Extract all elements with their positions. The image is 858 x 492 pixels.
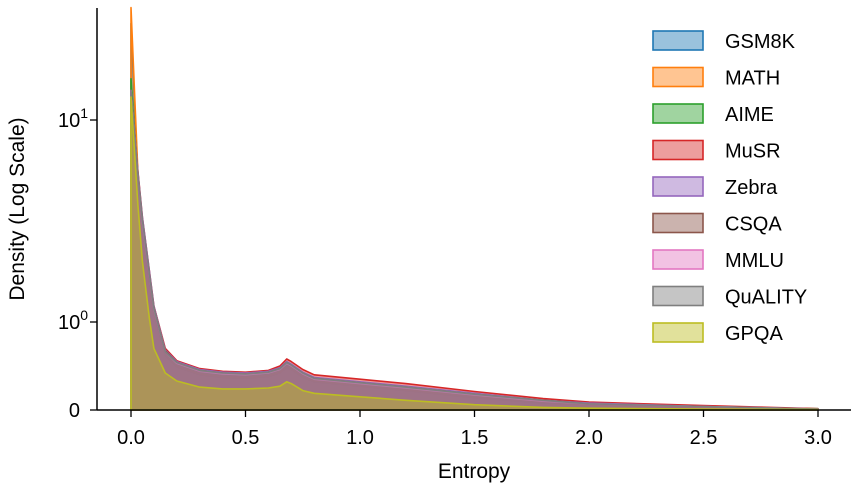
legend-item-mmlu: MMLU bbox=[652, 249, 784, 272]
area-aime bbox=[130, 78, 819, 411]
y-tick-label: 101 bbox=[58, 105, 88, 132]
x-axis-title: Entropy bbox=[438, 460, 511, 483]
y-tick-label: 0 bbox=[69, 400, 80, 422]
area-math bbox=[130, 6, 819, 411]
legend-swatch bbox=[652, 103, 704, 124]
y-tick-label: 100 bbox=[58, 307, 88, 334]
legend-label: GSM8K bbox=[725, 31, 796, 53]
legend-item-quality: QuALITY bbox=[652, 285, 807, 309]
legend-item-csqa: CSQA bbox=[652, 212, 782, 236]
area-musr bbox=[130, 89, 819, 411]
legend-label: QuALITY bbox=[725, 287, 807, 309]
x-tick-label: 3.0 bbox=[804, 427, 832, 449]
x-tick-label: 1.5 bbox=[461, 427, 489, 449]
legend-swatch bbox=[652, 66, 704, 88]
legend-swatch bbox=[652, 285, 704, 307]
x-tick-label: 0.0 bbox=[117, 427, 145, 449]
y-axis-title: Density (Log Scale) bbox=[6, 117, 29, 300]
area-quality bbox=[130, 89, 819, 411]
legend-item-gpqa: GPQA bbox=[652, 322, 783, 345]
area-gpqa bbox=[130, 96, 819, 411]
plot-areas bbox=[130, 6, 819, 411]
legend-item-math: MATH bbox=[652, 66, 780, 90]
x-ticks: 0.0 0.5 1.0 1.5 2.0 2.5 3.0 bbox=[117, 410, 832, 449]
legend-label: MATH bbox=[725, 68, 780, 90]
legend-swatch bbox=[652, 30, 704, 51]
x-tick-label: 2.5 bbox=[690, 427, 718, 449]
legend-swatch bbox=[652, 322, 704, 343]
legend-item-gsm8k: GSM8K bbox=[652, 30, 796, 53]
legend-swatch bbox=[652, 176, 704, 197]
y-ticks: 0 100 101 bbox=[58, 105, 97, 422]
legend-label: Zebra bbox=[725, 177, 778, 199]
area-zebra bbox=[130, 89, 819, 411]
legend-swatch bbox=[652, 249, 704, 270]
legend-label: CSQA bbox=[725, 214, 782, 236]
x-tick-label: 1.0 bbox=[346, 427, 374, 449]
area-mmlu bbox=[130, 89, 819, 411]
legend-label: MMLU bbox=[725, 250, 784, 272]
legend-item-aime: AIME bbox=[652, 103, 774, 126]
x-tick-label: 2.0 bbox=[575, 427, 603, 449]
legend-label: MuSR bbox=[725, 141, 781, 163]
x-tick-label: 0.5 bbox=[232, 427, 260, 449]
area-csqa bbox=[130, 89, 819, 411]
legend-item-zebra: Zebra bbox=[652, 176, 778, 199]
area-gsm8k bbox=[130, 22, 819, 411]
legend-label: GPQA bbox=[725, 323, 783, 345]
legend: GSM8K MATH AIME MuSR Zebra CSQA MMLU QuALITY GPQ… bbox=[652, 30, 807, 345]
legend-item-musr: MuSR bbox=[652, 139, 781, 163]
legend-label: AIME bbox=[725, 104, 774, 126]
legend-swatch bbox=[652, 212, 704, 234]
legend-swatch bbox=[652, 139, 704, 161]
